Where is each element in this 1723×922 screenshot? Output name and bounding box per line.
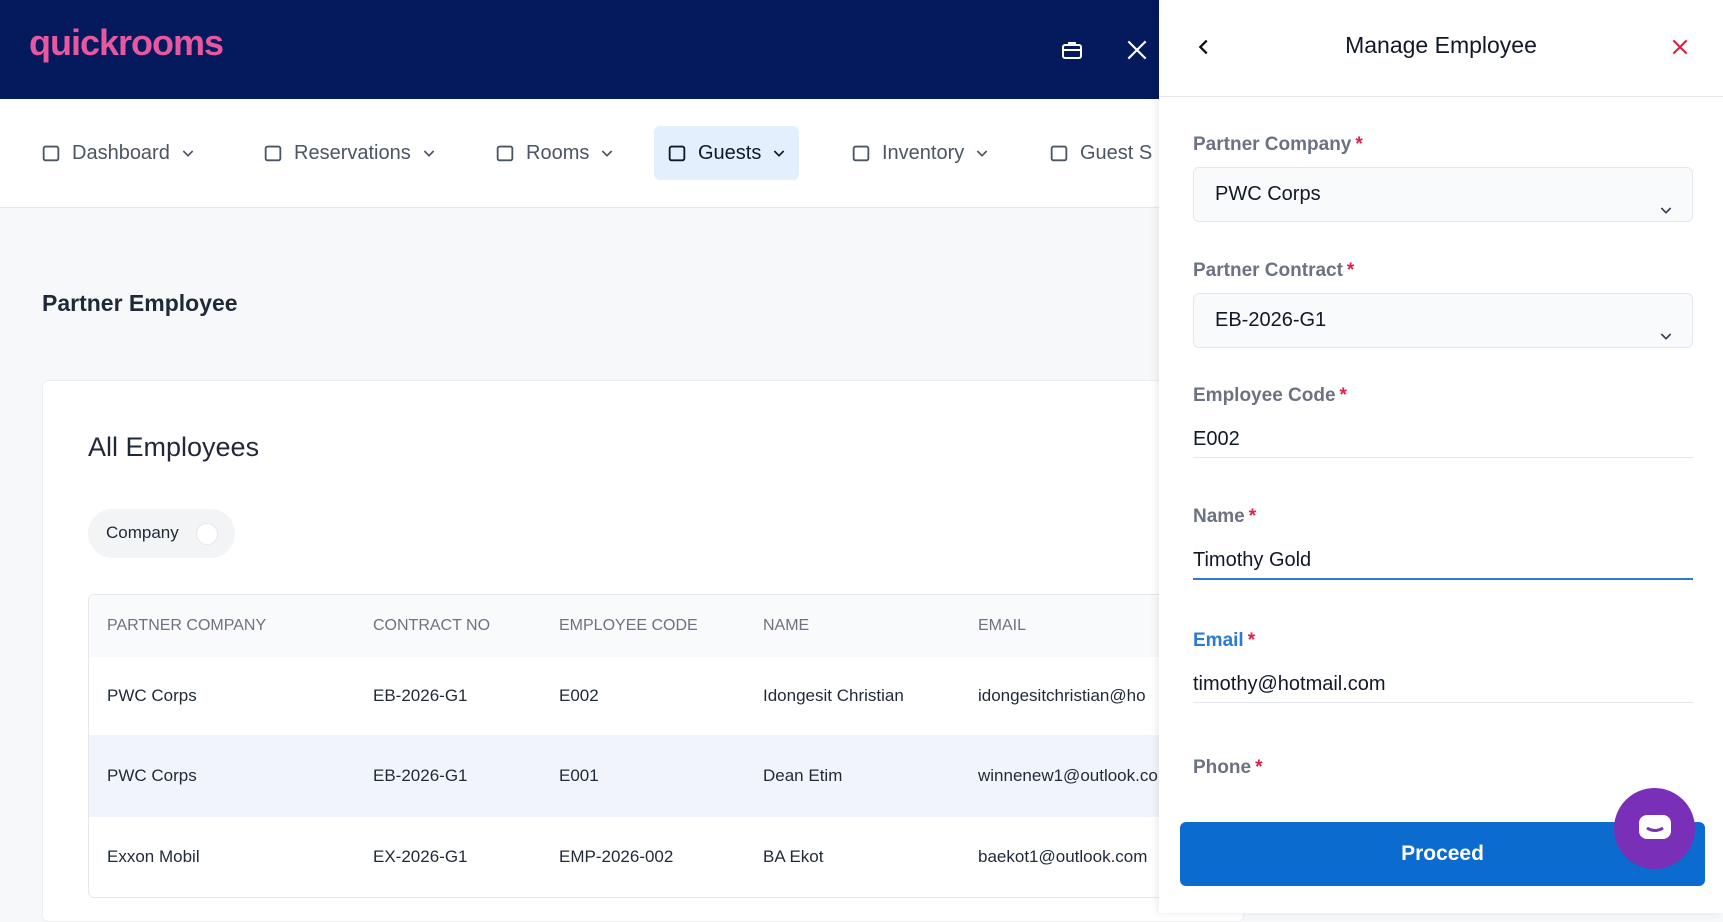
text-input[interactable]: timothy@hotmail.com [1193, 666, 1693, 703]
required-mark: * [1346, 260, 1355, 281]
field-label: Employee Code * [1193, 385, 1347, 407]
column-header: EMPLOYEE CODE [559, 617, 698, 634]
form: Partner Company * PWC Corps Partner Contrac… [1159, 0, 1723, 792]
text-input[interactable]: Timothy Gold [1193, 542, 1693, 580]
close-button[interactable] [1670, 37, 1690, 57]
nav-item[interactable]: Guest S [1036, 126, 1164, 180]
nav-label: Dashboard [72, 142, 170, 164]
nav-label: Inventory [882, 142, 965, 164]
column-header: NAME [763, 617, 810, 634]
table: PARTNER COMPANY CONTRACT NO EMPLOYEE CODE N… [88, 594, 1240, 898]
back-button[interactable] [1193, 36, 1215, 58]
label-text: Partner Company [1193, 134, 1352, 155]
field-label: Partner Contract * [1193, 260, 1354, 282]
label-text: Phone [1193, 757, 1252, 778]
logo[interactable]: quickrooms [29, 22, 224, 63]
table-cell: EX-2026-G1 [373, 847, 468, 866]
nav-label: Guests [698, 142, 762, 164]
chat-icon [1639, 815, 1671, 839]
nav-item[interactable]: Reservations [250, 126, 449, 180]
label-text: Employee Code [1193, 385, 1336, 406]
table-cell: PWC Corps [107, 686, 197, 705]
table-cell: idongesitchristian@ho [978, 686, 1146, 705]
column-header: CONTRACT NO [373, 617, 491, 634]
required-mark: * [1355, 134, 1363, 155]
page-title: Partner Employee [42, 290, 238, 316]
filter-chip[interactable]: Company [88, 509, 235, 558]
table-cell: Dean Etim [763, 766, 843, 785]
label-text: Email [1193, 630, 1244, 651]
column-header: EMAIL [978, 617, 1027, 634]
table-cell: PWC Corps [107, 766, 197, 785]
nav-label: Guest S [1080, 142, 1153, 164]
table-header [89, 595, 1239, 658]
table-cell: E001 [559, 766, 599, 785]
panel-header: Manage Employee [1159, 0, 1723, 97]
nav-item[interactable]: Rooms [482, 126, 627, 180]
field-label: Phone * [1193, 757, 1262, 779]
table-cell: Exxon Mobil [107, 847, 200, 866]
chat-button[interactable] [1614, 788, 1695, 869]
briefcase-icon[interactable] [1060, 38, 1084, 62]
table-cell: EB-2026-G1 [373, 766, 468, 785]
table-cell: BA Ekot [763, 847, 824, 866]
tools-icon[interactable] [1124, 37, 1150, 63]
table-cell: EB-2026-G1 [373, 686, 468, 705]
label-text: Partner Contract [1193, 260, 1343, 281]
table-cell: E002 [559, 686, 599, 705]
required-mark: * [1247, 630, 1256, 651]
column-header: PARTNER COMPANY [107, 617, 267, 634]
nav-label: Reservations [294, 142, 411, 164]
text-input[interactable]: E002 [1193, 421, 1693, 458]
required-mark: * [1339, 385, 1347, 406]
select[interactable]: PWC Corps [1193, 167, 1693, 222]
required-mark: * [1248, 506, 1257, 527]
panel-title: Manage Employee [1345, 32, 1537, 58]
table-cell: winnenew1@outlook.co [978, 766, 1158, 785]
card-title: All Employees [88, 432, 260, 462]
required-mark: * [1255, 757, 1263, 778]
table-cell: Idongesit Christian [763, 686, 904, 705]
select-value: EB-2026-G1 [1215, 309, 1327, 331]
side-panel: Manage Employee Partner Company * PWC Corp… [1159, 0, 1723, 913]
nav-label: Rooms [526, 142, 590, 164]
filter-label: Company [106, 523, 179, 542]
field-label: Partner Company * [1193, 134, 1363, 156]
select[interactable]: EB-2026-G1 [1193, 293, 1693, 348]
label-text: Name [1193, 506, 1245, 527]
select-value: PWC Corps [1215, 183, 1321, 205]
nav-item[interactable]: Dashboard [28, 126, 208, 180]
toggle[interactable] [196, 523, 218, 545]
nav-item[interactable]: Inventory [838, 126, 1002, 180]
table-cell: baekot1@outlook.com [978, 847, 1148, 866]
field-label: Email * [1193, 630, 1255, 652]
nav-item[interactable]: Guests [654, 126, 800, 180]
table-row[interactable] [89, 817, 1239, 897]
field-label: Name * [1193, 506, 1256, 528]
table-cell: EMP-2026-002 [559, 847, 674, 866]
